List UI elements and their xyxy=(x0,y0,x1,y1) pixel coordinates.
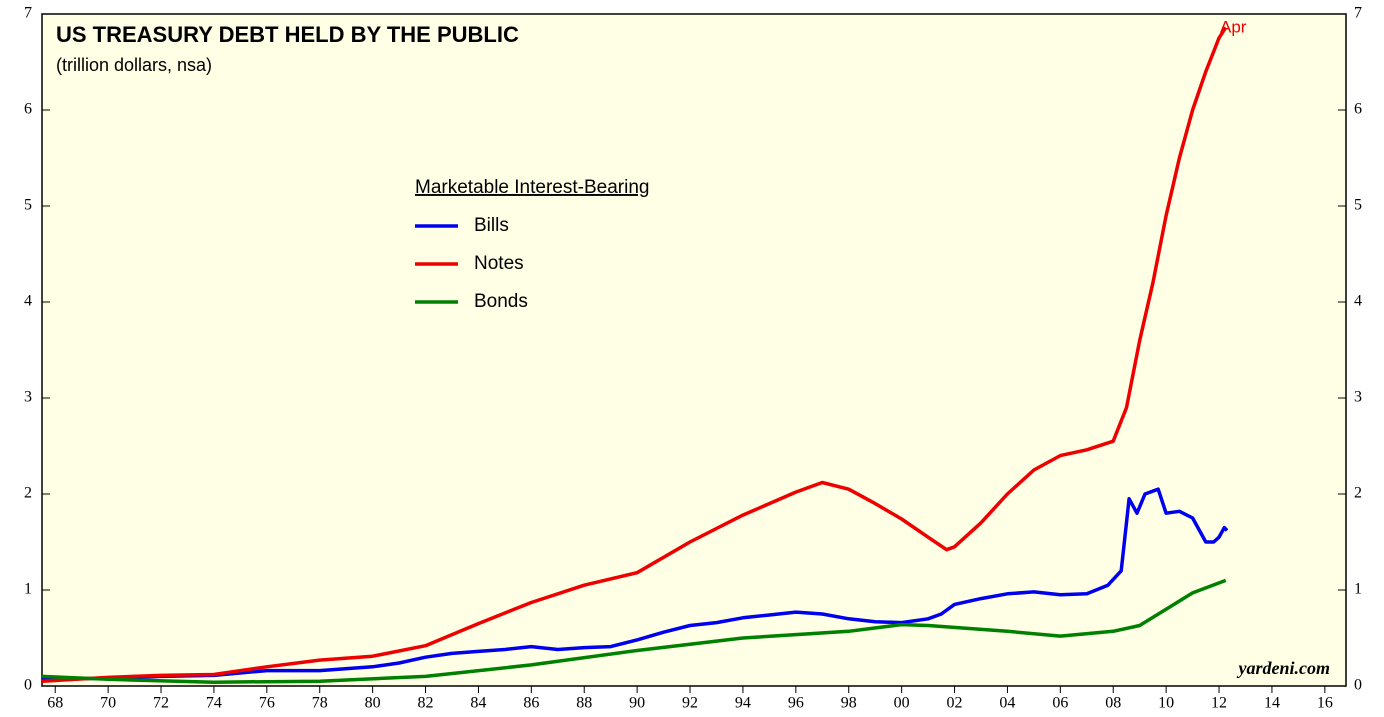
x-tick-label: 88 xyxy=(576,695,592,712)
x-tick-label: 74 xyxy=(206,695,222,712)
x-tick-label: 02 xyxy=(947,695,963,712)
legend-title: Marketable Interest-Bearing xyxy=(415,177,649,198)
y2-tick-label: 0 xyxy=(1354,677,1362,694)
y-tick-label: 0 xyxy=(24,677,32,694)
chart-subtitle: (trillion dollars, nsa) xyxy=(56,55,212,75)
x-tick-label: 82 xyxy=(418,695,434,712)
x-tick-label: 68 xyxy=(47,695,63,712)
y-tick-label: 6 xyxy=(24,101,32,118)
x-tick-label: 76 xyxy=(259,695,275,712)
x-tick-label: 86 xyxy=(523,695,539,712)
y2-tick-label: 6 xyxy=(1354,101,1362,118)
x-tick-label: 96 xyxy=(788,695,804,712)
y2-tick-label: 1 xyxy=(1354,581,1362,598)
x-tick-label: 94 xyxy=(735,695,751,712)
annotation: Apr xyxy=(1220,17,1247,36)
x-tick-label: 84 xyxy=(470,695,486,712)
plot-area xyxy=(41,13,1347,687)
legend-label: Bonds xyxy=(474,291,528,312)
y2-tick-label: 3 xyxy=(1354,389,1362,406)
x-tick-label: 04 xyxy=(999,695,1015,712)
y-tick-label: 4 xyxy=(24,293,32,310)
x-tick-label: 10 xyxy=(1158,695,1174,712)
y2-tick-label: 4 xyxy=(1354,293,1362,310)
x-tick-label: 00 xyxy=(894,695,910,712)
y-tick-label: 5 xyxy=(24,197,32,214)
legend-label: Notes xyxy=(474,253,524,274)
legend-label: Bills xyxy=(474,215,509,236)
x-tick-label: 14 xyxy=(1264,695,1280,712)
x-tick-label: 12 xyxy=(1211,695,1227,712)
x-tick-label: 78 xyxy=(312,695,328,712)
chart-title: US TREASURY DEBT HELD BY THE PUBLIC xyxy=(56,22,519,47)
line xyxy=(41,487,1229,682)
x-tick-label: 98 xyxy=(841,695,857,712)
y-tick-label: 1 xyxy=(24,581,32,598)
x-tick-label: 06 xyxy=(1052,695,1068,712)
x-tick-label: 80 xyxy=(365,695,381,712)
y-tick-label: 2 xyxy=(24,485,32,502)
y-tick-label: 7 xyxy=(24,5,32,22)
x-tick-label: 92 xyxy=(682,695,698,712)
x-tick-label: 16 xyxy=(1317,695,1333,712)
x-tick-label: 90 xyxy=(629,695,645,712)
y2-tick-label: 2 xyxy=(1354,485,1362,502)
watermark: yardeni.com xyxy=(1237,658,1331,678)
x-tick-label: 08 xyxy=(1105,695,1121,712)
x-tick-label: 70 xyxy=(100,695,116,712)
x-tick-label: 72 xyxy=(153,695,169,712)
y2-tick-label: 5 xyxy=(1354,197,1362,214)
y2-tick-label: 7 xyxy=(1354,5,1362,22)
line xyxy=(41,26,1228,683)
y-tick-label: 3 xyxy=(24,389,32,406)
line xyxy=(41,578,1227,684)
